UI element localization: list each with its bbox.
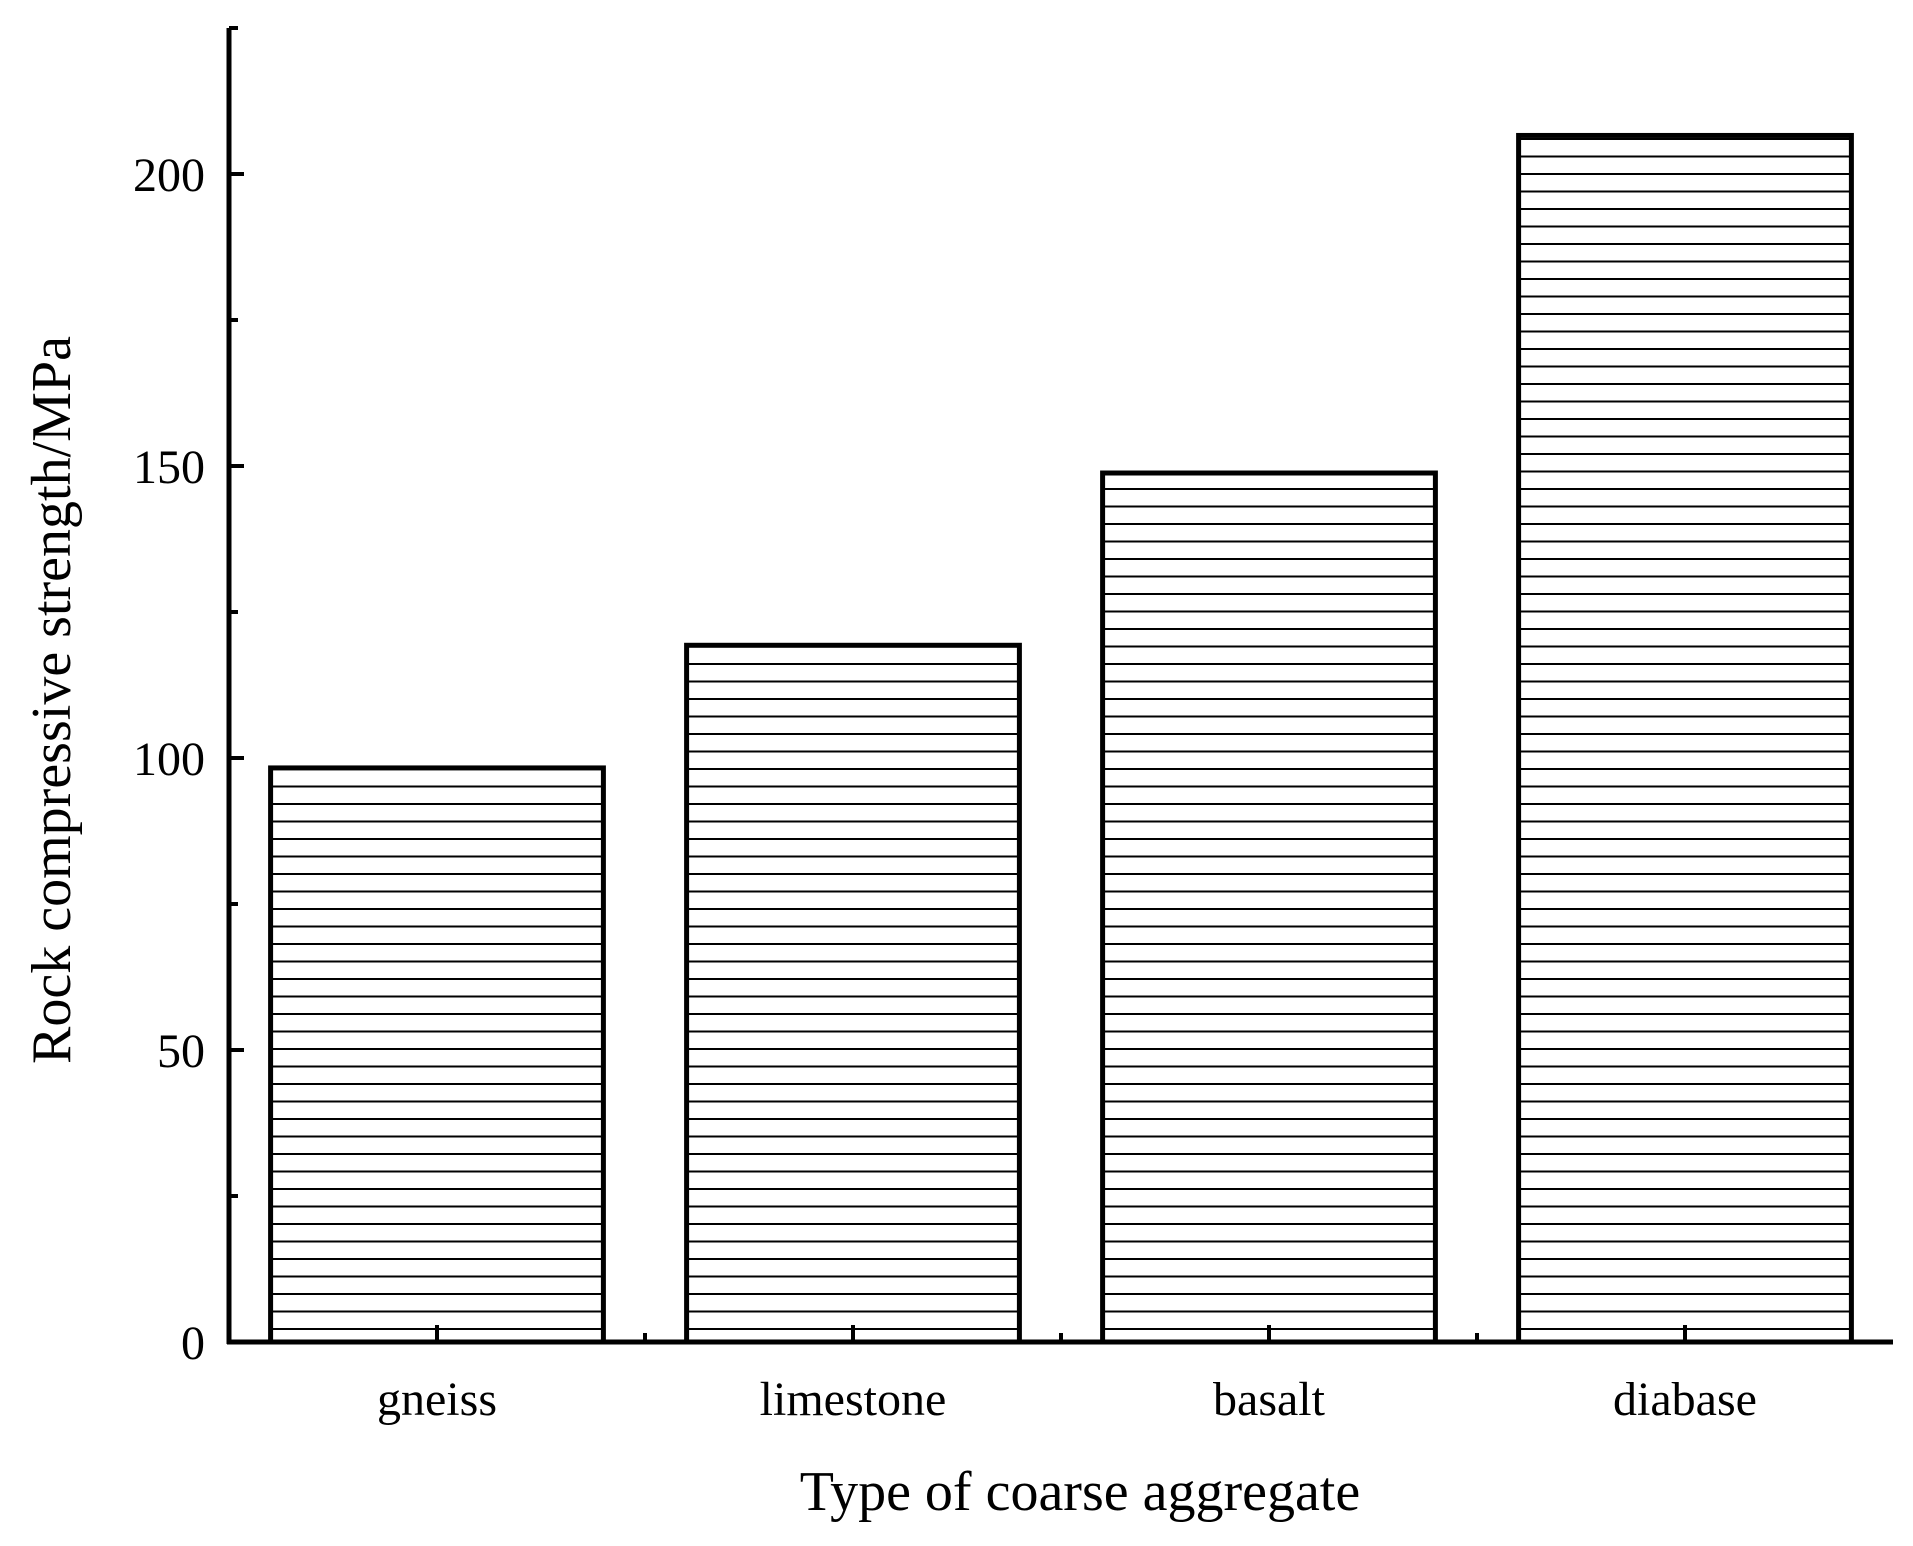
bar-limestone bbox=[684, 642, 1022, 1345]
x-axis-title: Type of coarse aggregate bbox=[800, 1461, 1360, 1523]
x-tick-label: basalt bbox=[1213, 1373, 1326, 1426]
y-tick-label: 0 bbox=[181, 1317, 205, 1370]
x-tick-label: limestone bbox=[760, 1373, 947, 1426]
y-tick-label: 200 bbox=[133, 149, 205, 202]
y-tick-label: 150 bbox=[133, 441, 205, 494]
y-tick-label: 50 bbox=[157, 1025, 205, 1078]
y-tick-label: 100 bbox=[133, 733, 205, 786]
bars-layer bbox=[268, 132, 1854, 1345]
bar-gneiss bbox=[268, 765, 606, 1345]
y-axis-title: Rock compressive strength/MPa bbox=[21, 336, 83, 1064]
labels-layer: Type of coarse aggregate Rock compressiv… bbox=[21, 336, 1360, 1523]
x-tick-label: diabase bbox=[1613, 1373, 1757, 1426]
x-tick-label: gneiss bbox=[377, 1373, 497, 1426]
axes-layer: 0 50 100 150 200 gneiss limestone basalt diabase bbox=[133, 26, 1893, 1426]
bar-diabase bbox=[1516, 132, 1854, 1345]
bar-basalt bbox=[1100, 470, 1438, 1345]
